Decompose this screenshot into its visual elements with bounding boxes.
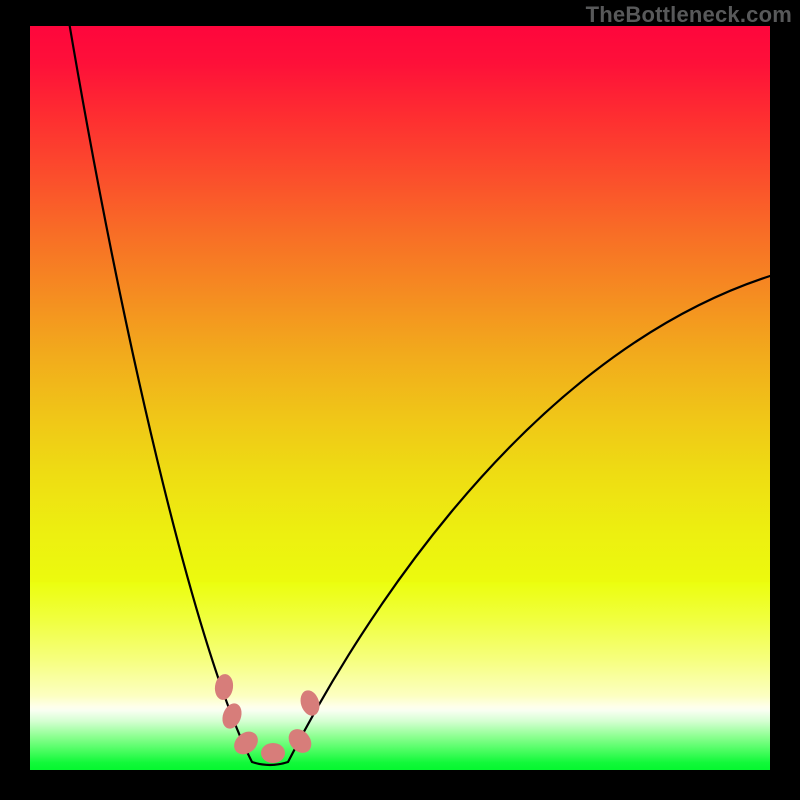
plot-gradient-background [30,26,770,770]
watermark-text: TheBottleneck.com [586,2,792,28]
chart-svg [0,0,800,800]
marker-point [261,743,285,763]
chart-container: { "watermark": { "text": "TheBottleneck.… [0,0,800,800]
